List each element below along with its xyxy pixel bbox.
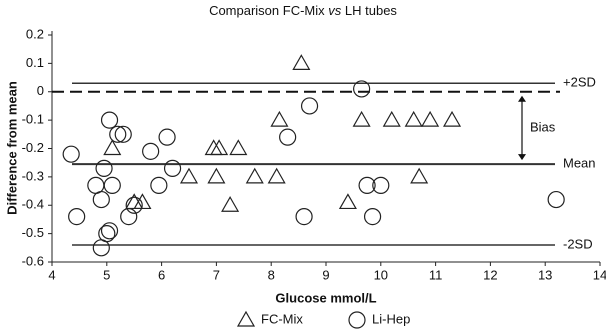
y-tick-label: -0.1 xyxy=(22,112,44,127)
x-tick-label: 9 xyxy=(322,267,329,282)
circle-point xyxy=(114,125,132,143)
reference-label: -2SD xyxy=(563,236,593,251)
x-tick-label: 5 xyxy=(103,267,110,282)
circle-point xyxy=(547,190,565,209)
circle-point xyxy=(353,80,371,98)
x-tick-label: 14 xyxy=(593,267,606,282)
triangle-point xyxy=(210,139,229,156)
circle-point xyxy=(95,159,113,177)
circle-point xyxy=(300,97,319,115)
circle-point xyxy=(100,111,119,129)
y-tick-label: 0 xyxy=(37,83,44,98)
arrow-head xyxy=(518,154,526,161)
title-part: vs xyxy=(328,3,342,18)
y-tick-label: 0.2 xyxy=(26,26,44,41)
legend-marker xyxy=(348,311,366,329)
circle-point xyxy=(295,208,313,226)
circle-point xyxy=(142,142,160,160)
triangle-point xyxy=(404,110,423,127)
legend-label: FC-Mix xyxy=(261,311,303,326)
x-tick-label: 12 xyxy=(483,267,497,282)
triangle-point xyxy=(443,110,462,127)
y-tick-label: -0.3 xyxy=(22,168,44,183)
x-tick-label: 4 xyxy=(48,267,55,282)
circle-point xyxy=(120,208,138,226)
title-part: LH tubes xyxy=(345,3,398,18)
circle-point xyxy=(98,225,116,243)
triangle-point xyxy=(270,110,289,127)
triangle-point xyxy=(133,193,152,210)
y-tick-label: -0.2 xyxy=(22,140,44,155)
circle-point xyxy=(372,176,390,194)
circle-point xyxy=(363,208,382,226)
triangle-point xyxy=(179,167,199,184)
triangle-point xyxy=(229,139,248,156)
circle-point xyxy=(279,128,297,146)
triangle-point xyxy=(204,139,223,156)
circle-point xyxy=(158,128,176,146)
triangle-point xyxy=(421,110,440,127)
circle-point xyxy=(163,159,182,177)
circle-point xyxy=(358,176,376,194)
legend-label: Li-Hep xyxy=(372,311,410,326)
triangle-point xyxy=(382,110,401,127)
triangle-point xyxy=(103,139,122,156)
circle-point xyxy=(92,190,110,209)
x-tick-label: 11 xyxy=(429,267,443,282)
y-tick-label: -0.6 xyxy=(22,253,44,268)
triangle-point xyxy=(245,167,264,184)
triangle-point xyxy=(125,193,144,210)
circle-point xyxy=(62,145,80,163)
triangle-point xyxy=(292,54,311,70)
circle-point xyxy=(125,196,143,214)
triangle-point xyxy=(352,110,371,127)
x-axis-label: Glucose mmol/L xyxy=(275,290,376,305)
triangle-point xyxy=(207,167,226,184)
arrow-head xyxy=(518,95,526,102)
triangle-point xyxy=(338,193,357,210)
triangle-point xyxy=(221,196,240,212)
x-tick-label: 13 xyxy=(538,267,552,282)
y-tick-label: 0.1 xyxy=(26,55,44,70)
triangle-point xyxy=(410,167,429,184)
circle-point xyxy=(103,176,121,194)
y-tick-label: -0.5 xyxy=(22,225,44,240)
triangle-point xyxy=(267,167,286,184)
title-part: Comparison FC-Mix xyxy=(209,3,325,18)
x-tick-label: 10 xyxy=(374,267,388,282)
x-tick-label: 6 xyxy=(158,267,165,282)
x-tick-label: 8 xyxy=(268,267,275,282)
y-tick-label: -0.4 xyxy=(22,197,44,212)
reference-label: +2SD xyxy=(563,75,596,90)
bias-label: Bias xyxy=(530,119,556,134)
reference-label: Mean xyxy=(563,156,596,171)
y-axis-label: Difference from mean xyxy=(4,81,19,215)
chart-title: Comparison FC-Mix vs LH tubes xyxy=(209,3,397,18)
circle-point xyxy=(100,222,119,240)
legend-marker xyxy=(236,310,256,327)
x-tick-label: 7 xyxy=(213,267,220,282)
circle-point xyxy=(150,176,168,194)
circle-point xyxy=(109,125,127,143)
circle-point xyxy=(68,208,86,226)
